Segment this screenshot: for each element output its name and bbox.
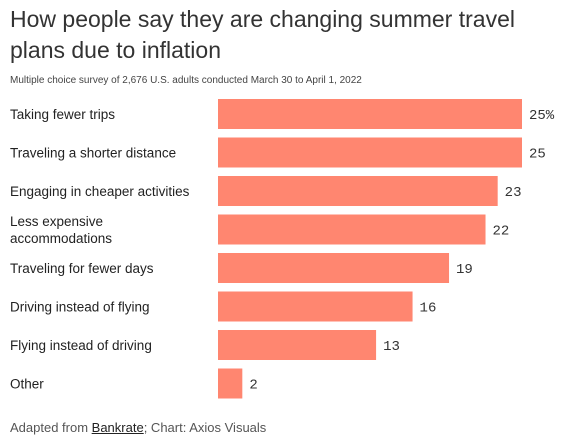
value-label: 25 xyxy=(529,147,546,163)
value-label: 13 xyxy=(383,339,400,355)
category-label: Traveling for fewer days xyxy=(10,261,154,276)
footer-prefix: Adapted from xyxy=(10,420,92,435)
value-label: 23 xyxy=(505,185,522,201)
source-link[interactable]: Bankrate xyxy=(91,420,144,435)
bar xyxy=(218,137,522,168)
footer-suffix: ; Chart: Axios Visuals xyxy=(143,420,267,435)
bar xyxy=(218,291,413,322)
bar xyxy=(218,99,522,129)
category-label: Engaging in cheaper activities xyxy=(10,184,190,199)
value-label: 19 xyxy=(456,262,473,278)
category-label: Taking fewer trips xyxy=(10,107,115,122)
bar-chart: Taking fewer trips 25% Traveling a shorter… xyxy=(10,99,555,399)
bar xyxy=(218,214,486,245)
value-label: 25% xyxy=(529,108,555,124)
chart-title: How people say they are changing summer … xyxy=(10,6,515,63)
category-label: Flying instead of driving xyxy=(10,338,152,353)
bar xyxy=(218,253,450,283)
value-label: 16 xyxy=(420,301,437,317)
bar xyxy=(218,368,243,399)
chart-footer: Adapted from Bankrate; Chart: Axios Visu… xyxy=(10,420,266,435)
category-label: Less expensive accommodations xyxy=(10,214,112,246)
category-label: Other xyxy=(10,377,44,392)
chart-subtitle: Multiple choice survey of 2,676 U.S. adu… xyxy=(10,75,362,86)
value-label: 2 xyxy=(249,378,257,394)
category-label: Driving instead of flying xyxy=(10,300,150,315)
category-label: Traveling a shorter distance xyxy=(10,146,176,161)
bar xyxy=(218,330,377,360)
value-label: 22 xyxy=(493,224,510,240)
bar xyxy=(218,176,498,206)
